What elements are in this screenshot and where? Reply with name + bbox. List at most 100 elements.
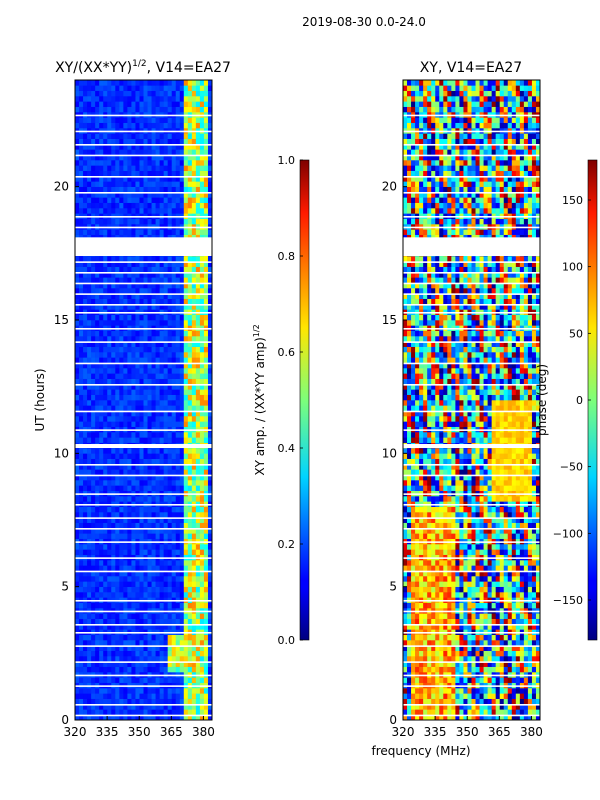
left-heatmap-cell [103, 544, 108, 550]
right-heatmap-cell [511, 714, 517, 721]
right-heatmap-cell [459, 704, 464, 710]
left-colorbar-tick-label: 0.8 [278, 250, 296, 263]
left-heatmap-cell [135, 341, 140, 347]
left-heatmap-cell [183, 282, 189, 289]
left-heatmap-cell [195, 394, 201, 401]
left-heatmap-cell [159, 586, 164, 593]
left-heatmap-cell [131, 469, 136, 475]
left-heatmap-cell [159, 517, 164, 523]
left-heatmap-cell [143, 624, 148, 630]
right-heatmap-cell [471, 602, 476, 609]
right-heatmap-cell [479, 704, 484, 710]
left-heatmap-cell [111, 186, 116, 193]
left-heatmap-cell [143, 405, 148, 411]
right-heatmap-cell [411, 592, 416, 598]
left-heatmap-cell [195, 149, 201, 155]
left-heatmap-cell [115, 144, 120, 150]
left-heatmap-cell [207, 266, 213, 273]
left-heatmap-cell [135, 453, 140, 459]
left-heatmap-cell [127, 261, 132, 267]
left-heatmap-cell [79, 202, 84, 209]
right-heatmap-cell [531, 714, 537, 721]
left-heatmap-cell [175, 314, 181, 321]
right-heatmap-cell [455, 602, 460, 609]
left-heatmap-cell [191, 480, 197, 486]
right-heatmap-cell [483, 624, 488, 630]
left-heatmap-cell [203, 272, 209, 278]
left-heatmap-cell [143, 522, 148, 529]
left-heatmap-cell [171, 208, 177, 214]
right-heatmap-cell [459, 693, 464, 699]
right-heatmap-cell [499, 693, 505, 699]
left-heatmap-cell [175, 202, 181, 209]
right-heatmap-cell [479, 693, 484, 699]
left-heatmap-cell [75, 149, 80, 155]
left-heatmap-cell [151, 176, 156, 182]
left-heatmap-cell [87, 416, 92, 422]
left-heatmap-cell [143, 304, 148, 310]
left-heatmap-cell [143, 576, 148, 582]
left-heatmap-cell [139, 373, 144, 379]
left-heatmap-cell [167, 197, 173, 203]
right-heatmap-cell [435, 693, 440, 699]
left-heatmap-cell [171, 170, 177, 177]
left-heatmap-cell [135, 218, 140, 225]
left-heatmap-cell [87, 661, 92, 667]
left-heatmap-cell [75, 101, 80, 107]
left-heatmap-cell [147, 197, 152, 203]
left-heatmap-cell [147, 469, 152, 475]
left-heatmap-cell [115, 149, 120, 155]
left-heatmap-cell [159, 336, 164, 342]
right-heatmap-cell [415, 650, 420, 657]
left-heatmap-cell [207, 560, 213, 566]
left-heatmap-cell [171, 138, 177, 145]
right-heatmap-cell [531, 640, 537, 646]
left-heatmap-cell [127, 458, 132, 465]
left-heatmap-cell [179, 576, 185, 582]
left-heatmap-cell [83, 170, 88, 177]
left-heatmap-cell [195, 101, 201, 107]
left-heatmap-cell [79, 709, 84, 715]
left-heatmap-cell [171, 80, 177, 86]
left-heatmap-cell [123, 357, 128, 363]
left-heatmap-cell [199, 266, 205, 273]
left-heatmap-cell [195, 96, 201, 102]
left-heatmap-cell [75, 133, 80, 139]
left-heatmap-cell [95, 570, 100, 577]
left-heatmap-cell [103, 272, 108, 278]
left-heatmap-cell [83, 320, 88, 326]
left-heatmap-cell [111, 506, 116, 513]
left-heatmap-cell [175, 410, 181, 417]
left-heatmap-cell [99, 458, 104, 465]
left-heatmap-cell [107, 410, 112, 417]
left-heatmap-cell [99, 432, 104, 438]
left-heatmap-cell [163, 714, 168, 721]
left-heatmap-cell [151, 288, 156, 294]
left-heatmap-cell [131, 592, 136, 598]
right-heatmap-cell [443, 618, 448, 625]
left-heatmap-cell [75, 384, 80, 390]
left-heatmap-cell [79, 544, 84, 550]
left-heatmap-cell [207, 218, 213, 225]
left-heatmap-cell [135, 346, 140, 353]
left-flagged-row [75, 312, 212, 314]
left-heatmap-cell [111, 581, 116, 587]
left-heatmap-cell [183, 144, 189, 150]
left-heatmap-cell [119, 266, 124, 273]
right-heatmap-cell [435, 714, 440, 721]
left-heatmap-cell [187, 645, 193, 651]
left-heatmap-cell [75, 144, 80, 150]
right-heatmap-cell [475, 602, 480, 609]
left-heatmap-cell [107, 90, 112, 97]
left-heatmap-cell [135, 117, 140, 123]
left-heatmap-cell [159, 256, 164, 262]
left-heatmap-cell [155, 480, 160, 486]
left-heatmap-cell [115, 512, 120, 518]
right-heatmap-cell [443, 661, 448, 667]
left-heatmap-cell [123, 656, 128, 662]
left-heatmap-cell [123, 368, 128, 374]
left-heatmap-cell [79, 602, 84, 609]
left-heatmap-cell [171, 378, 177, 385]
left-heatmap-cell [187, 96, 193, 102]
left-heatmap-cell [155, 282, 160, 289]
